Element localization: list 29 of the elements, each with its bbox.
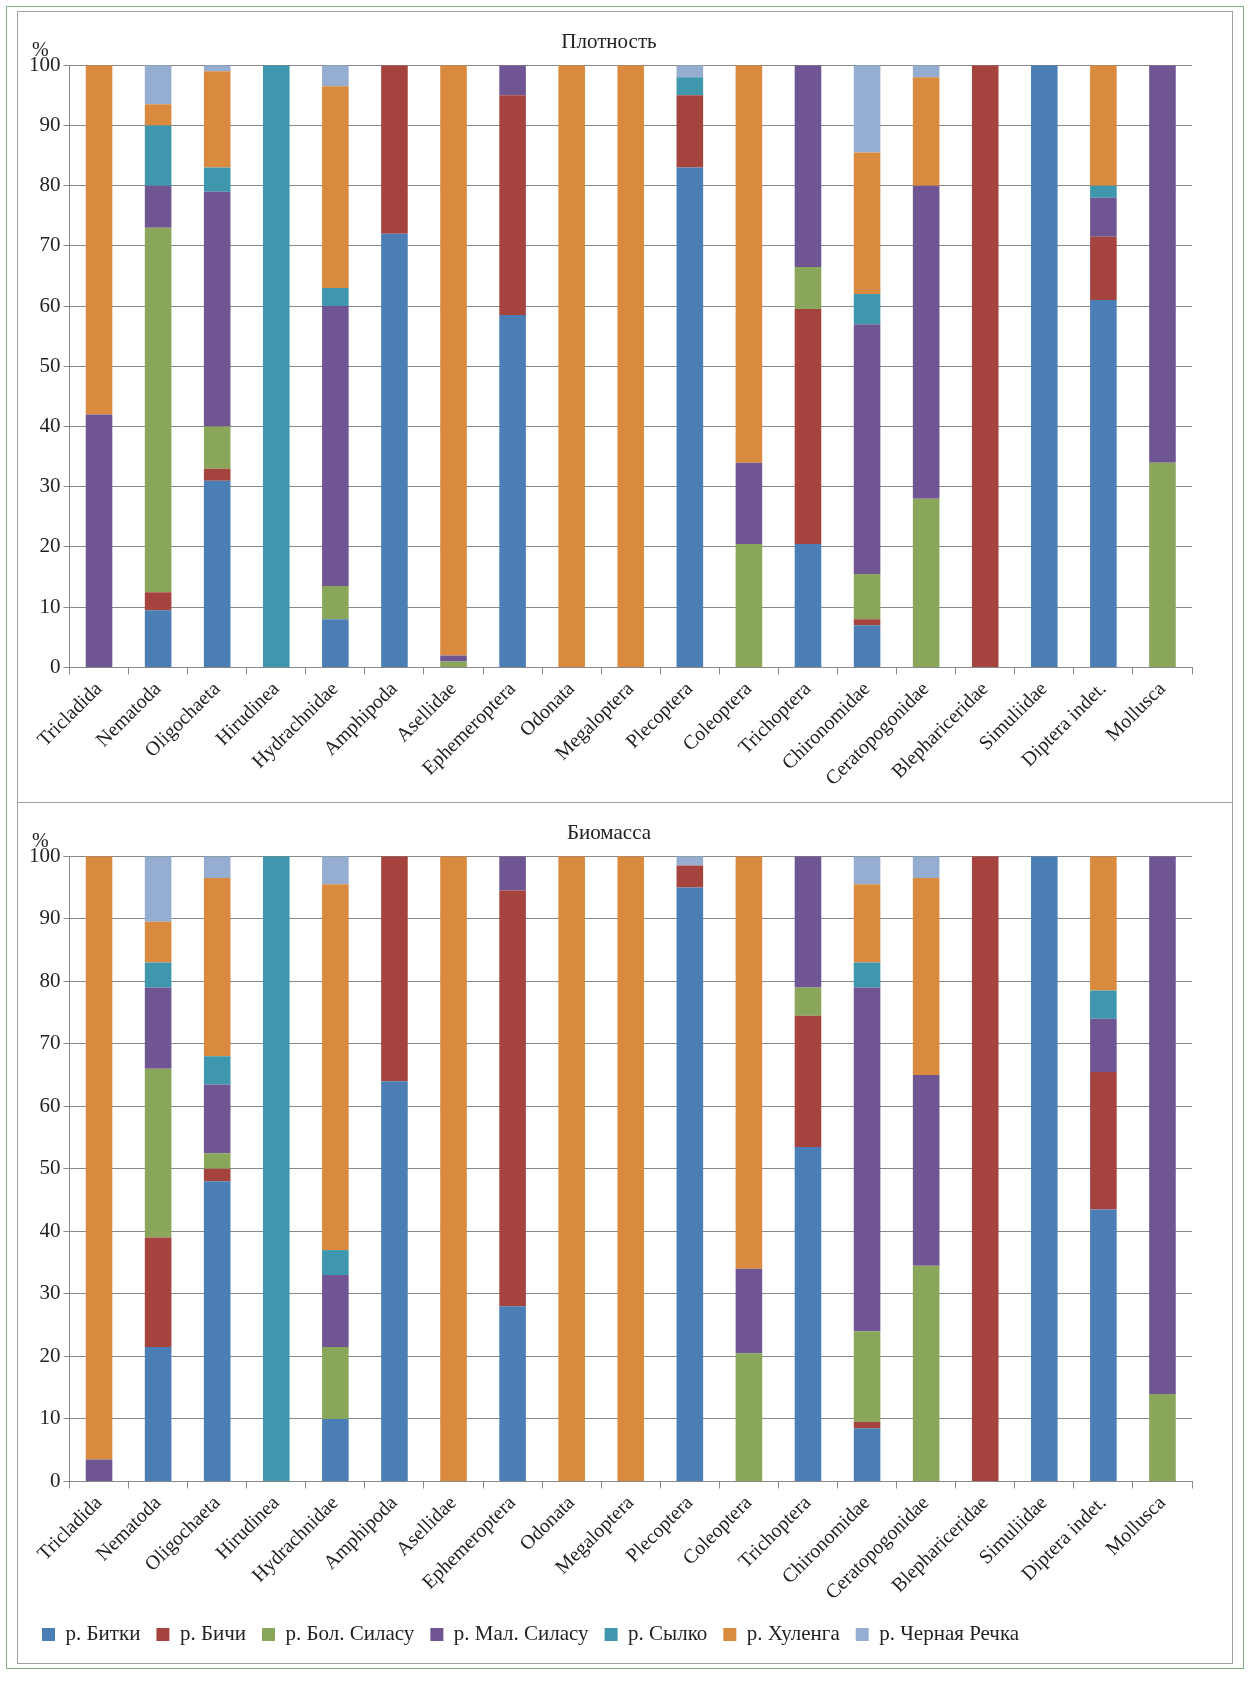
y-tick-label: 80 <box>39 967 61 992</box>
y-tick-label: 0 <box>50 653 61 678</box>
legend-label: р. Мал. Силасу <box>453 1621 590 1646</box>
y-tick-label: 20 <box>39 1342 61 1367</box>
y-tick-label: 70 <box>39 1030 61 1055</box>
y-tick-label: 90 <box>39 905 61 930</box>
y-tick-label: 80 <box>39 172 61 197</box>
chart-title: Плотность <box>561 29 657 54</box>
legend-label: р. Бол. Силасу <box>285 1621 415 1646</box>
y-tick-label: 10 <box>39 1405 61 1430</box>
y-tick-label: 20 <box>39 533 61 558</box>
legend-label: р. Черная Речка <box>879 1621 1020 1646</box>
y-tick-label: 50 <box>39 1155 61 1180</box>
y-tick-label: 40 <box>39 413 61 438</box>
y-tick-label: 60 <box>39 1092 61 1117</box>
y-tick-label: 10 <box>39 593 61 618</box>
y-tick-label: 90 <box>39 111 61 136</box>
y-tick-label: 60 <box>39 292 61 317</box>
legend-label: р. Сылко <box>628 1621 708 1646</box>
legend-label: р. Битки <box>65 1621 141 1646</box>
chart-title: Биомасса <box>566 820 652 845</box>
y-tick-label: 70 <box>39 232 61 257</box>
y-tick-label: 30 <box>39 473 61 498</box>
y-tick-label: 50 <box>39 352 61 377</box>
legend-label: р. Бичи <box>179 1621 247 1646</box>
y-tick-label: 40 <box>39 1217 61 1242</box>
y-tick-label: 0 <box>50 1467 61 1492</box>
legend-label: р. Хуленга <box>746 1621 841 1646</box>
y-tick-label: 30 <box>39 1280 61 1305</box>
